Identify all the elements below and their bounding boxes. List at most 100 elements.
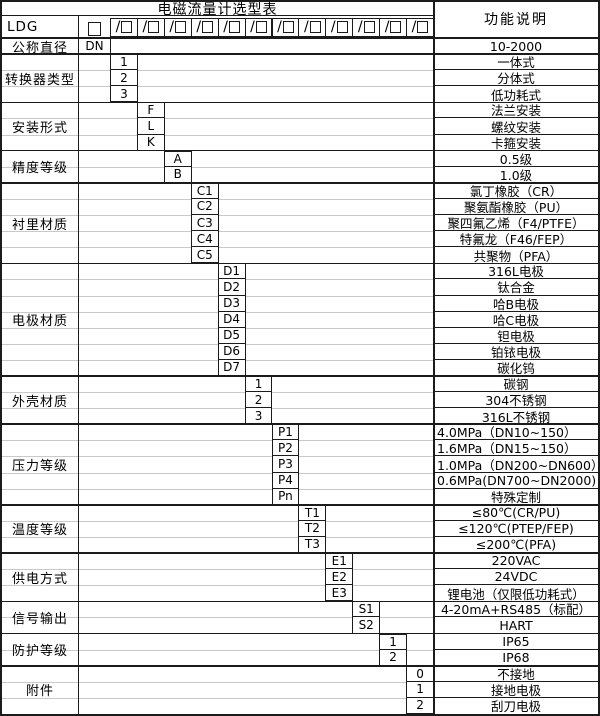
section-label: 压力等级 bbox=[11, 459, 68, 475]
code-cell: C3 bbox=[190, 215, 219, 232]
slash-glyph: / bbox=[196, 19, 202, 35]
section-divider bbox=[2, 182, 598, 184]
code-cell: T3 bbox=[298, 536, 327, 554]
row-grid-line bbox=[2, 697, 433, 699]
section-divider bbox=[2, 503, 598, 506]
row-grid-line bbox=[2, 520, 433, 522]
code-cell: C2 bbox=[190, 198, 219, 216]
code-box: / bbox=[110, 17, 138, 37]
section-label: 供电方式 bbox=[11, 571, 68, 587]
code-cell: D6 bbox=[217, 343, 246, 360]
desc-cell: 0.5级 bbox=[434, 151, 598, 167]
section-divider bbox=[2, 53, 598, 55]
code-cell: 3 bbox=[110, 86, 138, 103]
desc-cell: 特氟龙（F46/FEP） bbox=[434, 231, 598, 248]
desc-cell: 304不锈钢 bbox=[434, 392, 598, 409]
slash-glyph: / bbox=[304, 19, 309, 35]
desc-cell: 1.6MPa（DN15~150） bbox=[434, 440, 598, 457]
desc-cell: 聚氨酯橡胶（PU） bbox=[434, 199, 598, 216]
section-label: 衬里材质 bbox=[11, 217, 68, 233]
row-grid-line bbox=[2, 408, 433, 410]
desc-cell: 哈B电极 bbox=[434, 296, 598, 312]
code-box: / bbox=[325, 17, 354, 37]
section-label: 公称直径 bbox=[11, 40, 68, 56]
slash-glyph: / bbox=[330, 19, 336, 35]
desc-cell: 4.0MPa（DN10~150） bbox=[434, 424, 598, 441]
code-cell: 2 bbox=[244, 392, 273, 409]
section-divider bbox=[2, 101, 598, 104]
desc-cell: 锂电池（仅限低功耗式） bbox=[447, 586, 585, 602]
desc-cell: 4-20mA+RS485（标配） bbox=[434, 601, 598, 618]
square-glyph bbox=[228, 21, 240, 33]
row-grid-line bbox=[2, 327, 433, 329]
row-grid-line bbox=[2, 134, 433, 136]
square-glyph bbox=[336, 21, 348, 33]
code-cell: C4 bbox=[190, 231, 219, 248]
code-box: / bbox=[136, 17, 165, 37]
square-glyph bbox=[121, 21, 133, 33]
code-cell: B bbox=[163, 166, 192, 183]
desc-cell: 接地电极 bbox=[434, 682, 598, 698]
function-column-divider bbox=[433, 2, 435, 714]
desc-cell: 氯丁橡胶（CR） bbox=[434, 183, 598, 199]
code-box: / bbox=[352, 17, 381, 37]
section-label: 附件 bbox=[25, 684, 54, 700]
row-grid-line bbox=[2, 118, 433, 120]
row-grid-line bbox=[2, 279, 433, 281]
square-glyph bbox=[309, 21, 321, 33]
code-cell: E1 bbox=[325, 553, 354, 570]
desc-cell: ≤120℃(PTEP/FEP) bbox=[434, 521, 598, 537]
square-glyph bbox=[282, 21, 294, 33]
section-label: 温度等级 bbox=[11, 523, 68, 539]
row-grid-line bbox=[2, 392, 433, 394]
code-cell: P1 bbox=[271, 424, 300, 441]
code-box: / bbox=[406, 17, 434, 37]
desc-cell: 钽电极 bbox=[434, 328, 598, 344]
code-cell: 2 bbox=[110, 70, 138, 87]
function-column-header: 功能说明 bbox=[484, 12, 548, 29]
code-cell: P2 bbox=[271, 440, 300, 457]
square-glyph bbox=[363, 21, 375, 33]
desc-cell: 316L电极 bbox=[434, 263, 598, 280]
row-grid-line bbox=[2, 649, 433, 651]
code-cell: P3 bbox=[271, 456, 300, 473]
desc-cell: 特殊定制 bbox=[490, 490, 541, 506]
row-grid-line bbox=[2, 440, 433, 442]
desc-cell: 法兰安装 bbox=[434, 102, 598, 119]
desc-cell: 24VDC bbox=[434, 569, 598, 586]
desc-cell: 分体式 bbox=[434, 70, 598, 87]
desc-cell: 1.0MPa（DN200~DN600） bbox=[434, 456, 600, 473]
code-cell: E3 bbox=[325, 585, 354, 602]
row-grid-line bbox=[2, 311, 433, 313]
code-cell: 1 bbox=[406, 681, 434, 698]
section-divider bbox=[2, 664, 598, 667]
code-cell: D4 bbox=[217, 311, 246, 328]
desc-cell: 1.0级 bbox=[499, 168, 533, 184]
square-glyph bbox=[148, 21, 160, 33]
row-grid-line bbox=[2, 585, 433, 587]
square-glyph bbox=[175, 21, 187, 33]
desc-cell: 低功耗式 bbox=[490, 87, 541, 103]
code-box: / bbox=[271, 17, 300, 37]
section-label: 精度等级 bbox=[11, 161, 68, 177]
code-box: / bbox=[190, 17, 219, 37]
row-grid-line bbox=[2, 472, 433, 474]
slash-glyph: / bbox=[384, 19, 390, 35]
square-glyph bbox=[255, 21, 267, 33]
code-box: / bbox=[244, 17, 273, 37]
desc-cell: 316L不锈钢 bbox=[481, 409, 551, 425]
code-box: / bbox=[298, 17, 327, 37]
slash-glyph: / bbox=[411, 19, 417, 35]
code-cell: D7 bbox=[217, 359, 246, 376]
code-cell: S1 bbox=[352, 601, 381, 618]
desc-cell: 钛合金 bbox=[434, 279, 598, 296]
code-box: / bbox=[163, 17, 192, 37]
row-grid-line bbox=[2, 166, 433, 168]
row-grid-line bbox=[2, 86, 433, 88]
slash-glyph: / bbox=[277, 19, 282, 35]
row-grid-line bbox=[2, 617, 433, 619]
code-cell: T2 bbox=[298, 520, 327, 537]
desc-cell: IP68 bbox=[502, 650, 530, 666]
label-column-divider bbox=[78, 16, 79, 714]
slash-glyph: / bbox=[115, 19, 121, 35]
